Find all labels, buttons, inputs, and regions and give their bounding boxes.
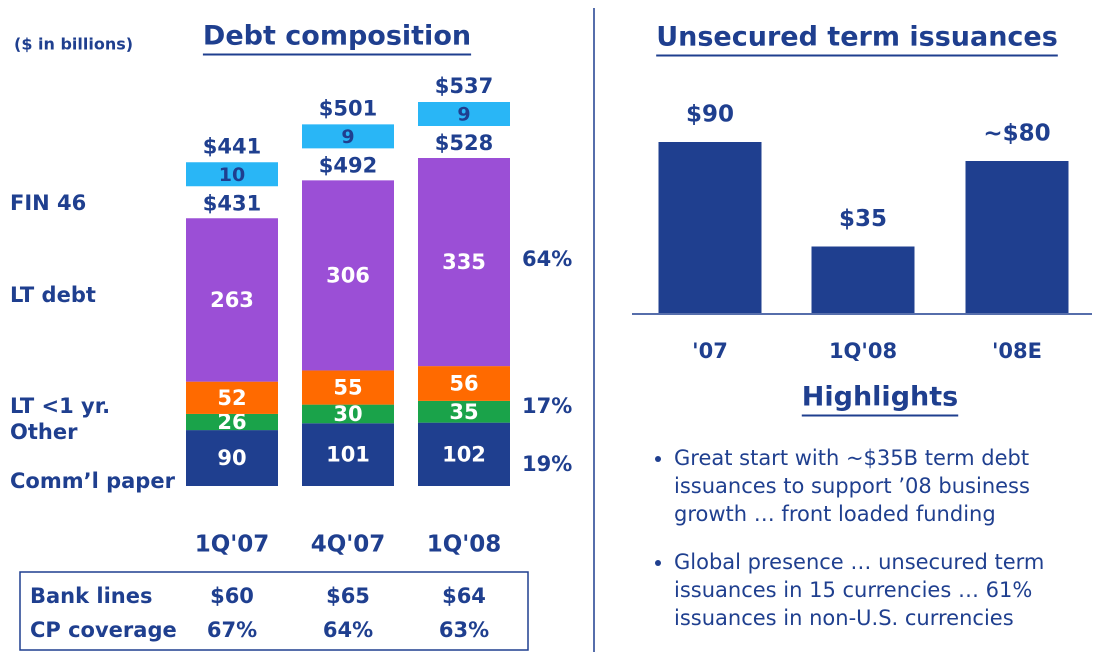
x-tick-label: 4Q'07 — [311, 532, 386, 558]
table-cell: $60 — [210, 584, 254, 608]
highlight-item: Great start with ~$35B term debt issuanc… — [674, 444, 1088, 528]
bar-segment — [418, 422, 510, 486]
table-cell: 67% — [207, 618, 257, 642]
x-tick-label: '08E — [992, 339, 1042, 363]
highlight-list: Great start with ~$35B term debt issuanc… — [648, 444, 1088, 632]
share-label: 17% — [522, 394, 572, 418]
table-row-label: Bank lines — [30, 584, 153, 608]
table-cell: 63% — [439, 618, 489, 642]
value-label: 9 — [457, 104, 470, 126]
value-label: 263 — [210, 288, 254, 312]
bar-segment — [418, 158, 510, 367]
table-cell: $64 — [442, 584, 486, 608]
value-label: 55 — [333, 376, 362, 400]
subtotal-label: $528 — [435, 131, 493, 155]
value-label: 35 — [449, 400, 478, 424]
table-row-label: CP coverage — [30, 618, 177, 642]
total-label: $501 — [319, 96, 377, 120]
subtotal-label: $431 — [203, 191, 261, 215]
table-cell: 64% — [323, 618, 373, 642]
bar — [965, 161, 1069, 313]
value-label: 90 — [217, 446, 246, 470]
bar-segment — [418, 400, 510, 423]
bar-segment — [418, 366, 510, 401]
value-label: 101 — [326, 443, 370, 467]
table-cell: $65 — [326, 584, 370, 608]
bar-segment — [186, 381, 278, 414]
series-label: LT debt — [10, 283, 96, 307]
value-label: 26 — [217, 410, 246, 434]
share-label: 19% — [522, 452, 572, 476]
value-label: 9 — [341, 126, 354, 148]
value-label: 102 — [442, 442, 486, 466]
bar — [811, 246, 915, 313]
bar-segment — [302, 370, 394, 405]
series-label: FIN 46 — [10, 191, 86, 215]
chart-title: Debt composition — [203, 21, 471, 52]
x-tick-label: 1Q'08 — [427, 532, 502, 558]
highlights-title: Highlights — [802, 382, 958, 413]
x-tick-label: 1Q'08 — [829, 339, 897, 363]
table-border — [19, 571, 529, 651]
value-label: 306 — [326, 263, 370, 287]
units-label: ($ in billions) — [14, 35, 133, 54]
bar — [658, 142, 762, 313]
bar-segment — [186, 162, 278, 187]
bar-segment — [186, 430, 278, 486]
bar-segment — [302, 423, 394, 486]
series-label: Comm’l paper — [10, 469, 176, 493]
bar-segment — [302, 180, 394, 371]
subtotal-label: $492 — [319, 153, 377, 177]
chart-title: Unsecured term issuances — [656, 22, 1058, 53]
highlight-item: Global presence … unsecured term issuanc… — [674, 548, 1088, 632]
bar-segment — [186, 413, 278, 431]
value-label: ~$80 — [983, 121, 1050, 147]
bar-segment — [302, 404, 394, 424]
bar-segment — [302, 124, 394, 149]
share-label: 64% — [522, 247, 572, 271]
value-label: 56 — [449, 372, 478, 396]
value-label: 335 — [442, 250, 486, 274]
value-label: $35 — [839, 206, 887, 232]
series-label: LT <1 yr. — [10, 394, 110, 418]
total-label: $441 — [203, 134, 261, 158]
value-label: 52 — [217, 386, 246, 410]
x-tick-label: 1Q'07 — [195, 532, 270, 558]
x-tick-label: '07 — [692, 339, 728, 363]
bar-segment — [418, 102, 510, 126]
value-label: 10 — [219, 164, 245, 186]
series-label: Other — [10, 420, 78, 444]
value-label: 30 — [333, 402, 362, 426]
total-label: $537 — [435, 74, 493, 98]
bar-segment — [186, 218, 278, 382]
highlights: Great start with ~$35B term debt issuanc… — [648, 444, 1088, 652]
value-label: $90 — [686, 102, 734, 128]
